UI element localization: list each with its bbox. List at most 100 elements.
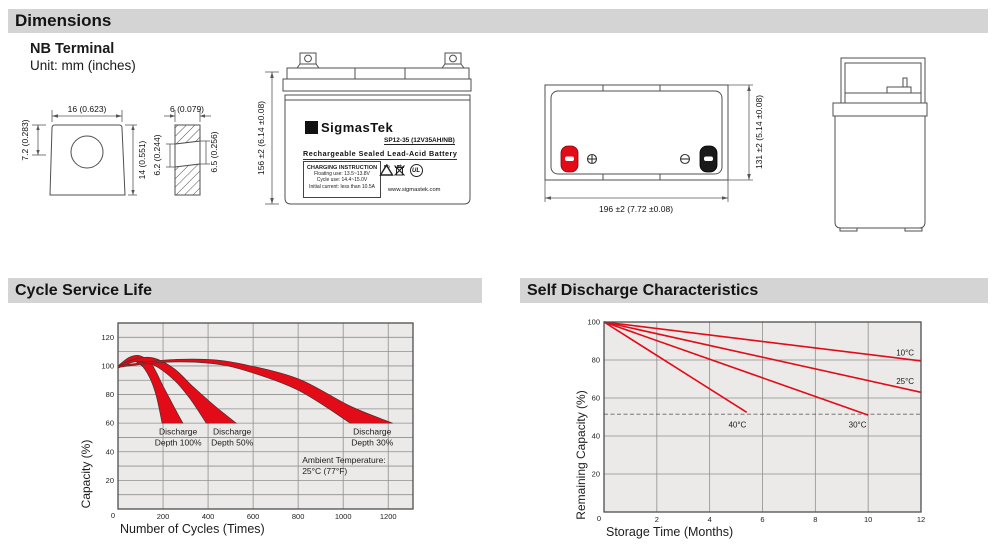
tick-label-x: 800 (292, 512, 305, 521)
front-terminal-posts (296, 52, 465, 69)
label-icons-row: Pb Pb UL (379, 163, 423, 177)
terminal-side-width-label: 6 (0.079) (170, 104, 204, 114)
battery-front-view: 156 ±2 (6.14 ±0.08) Σ SigmasTek SP12-35 … (256, 48, 480, 213)
band-area (117, 358, 393, 424)
terminal-hole (70, 135, 104, 169)
annotation: 25°C (77°F) (302, 466, 347, 476)
top-depth-label: 131 ±2 (5.14 ±0.08) (754, 95, 764, 169)
cycle-service-life-header: Cycle Service Life (8, 278, 482, 303)
tick-label-y: 60 (592, 394, 600, 403)
front-height-label: 156 ±2 (6.14 ±0.08) (256, 101, 266, 175)
tick-label-x: 2 (655, 515, 659, 524)
ul-mark-icon: UL (409, 164, 423, 177)
terminal-side-inner-label: 6.2 (0.244) (152, 134, 162, 175)
front-body-outline (282, 67, 472, 205)
tick-label-y: 80 (592, 356, 600, 365)
tick-label-y: 40 (106, 447, 114, 456)
terminal-front-height-dim (125, 124, 137, 196)
terminal-side-outer-dim (200, 140, 210, 165)
tick-label-x: 1000 (335, 512, 352, 521)
tick-label-y: 40 (592, 432, 600, 441)
cycle-service-life-chart: 0 200 400 600 800 1000 1200 20 40 60 80 100 120 Numbe… (79, 322, 414, 536)
tick-label-x: 10 (864, 515, 872, 524)
tick-label-x: 0 (111, 511, 115, 520)
negative-marker-icon (679, 153, 691, 165)
x-axis-title: Number of Cycles (Times) (120, 522, 265, 536)
charging-line-2: Cycle use: 14.4~15.0V (316, 177, 368, 184)
series-label: 30°C (849, 421, 867, 430)
nb-terminal-heading: NB Terminal (30, 41, 115, 57)
negative-terminal-slot (704, 156, 713, 161)
annotation: Discharge (213, 427, 252, 437)
terminal-front-width-label: 16 (0.623) (68, 104, 107, 114)
tick-label-y: 120 (101, 333, 114, 342)
series-label: 10°C (896, 348, 914, 357)
top-view-outline (544, 84, 729, 181)
self-discharge-header: Self Discharge Characteristics (520, 278, 988, 303)
charging-title: CHARGING INSTRUCTION (306, 165, 378, 171)
tick-label-y: 100 (587, 318, 600, 327)
front-height-dim (265, 71, 279, 205)
battery-front-drawing: 156 ±2 (6.14 ±0.08) (256, 52, 472, 205)
tick-label-x: 0 (597, 514, 601, 523)
annotation: Ambient Temperature: (302, 455, 385, 465)
annotation: Discharge (353, 427, 392, 437)
terminal-side-outer-label: 6.5 (0.256) (209, 131, 219, 172)
annotation: Discharge (159, 427, 198, 437)
tick-label-y: 100 (101, 361, 114, 370)
series-line (603, 321, 748, 413)
series-line (603, 321, 922, 394)
charging-line-3: Initial current: less than 10.5A (309, 183, 375, 190)
annotation: Depth 50% (211, 438, 253, 448)
plot-border (117, 322, 414, 510)
series-line (603, 321, 869, 416)
y-axis-title: Remaining Capacity (%) (574, 390, 588, 519)
series-label: 40°C (728, 421, 746, 430)
plot-border (603, 321, 922, 513)
tick-label-x: 600 (247, 512, 260, 521)
self-discharge-chart: 10°C 25°C 30°C 40°C 0 2 4 6 8 10 12 20 40 60 80 100 Stor… (574, 318, 925, 540)
top-depth-dim (728, 84, 753, 181)
terminal-drawing: 16 (0.623) 7.2 (0.283) 14 (0.551) 6 (0.0… (20, 104, 219, 196)
tick-label-x: 4 (708, 515, 712, 524)
tick-label-x: 1200 (380, 512, 397, 521)
brand-name: SigmasTek (321, 120, 394, 135)
pb-bin-icon: Pb (394, 164, 406, 176)
terminal-side-view (174, 124, 201, 196)
recycle-pb-icon: Pb (379, 163, 395, 176)
tick-label-y: 60 (106, 419, 114, 428)
terminal-front-face (49, 124, 126, 196)
battery-side-view (832, 57, 928, 232)
model-number: SP12-35 (12V35AH/NB) (384, 137, 455, 145)
unit-note: Unit: mm (inches) (30, 58, 136, 73)
x-axis-title: Storage Time (Months) (606, 525, 733, 539)
tick-label-x: 12 (917, 515, 925, 524)
top-width-label: 196 ±2 (7.72 ±0.08) (599, 204, 673, 214)
y-axis-title: Capacity (%) (79, 440, 93, 509)
brand-logo: Σ (305, 121, 318, 134)
terminal-front-upper-label: 7.2 (0.283) (20, 119, 30, 160)
charging-instruction-box: CHARGING INSTRUCTION Floating use: 13.5~… (303, 161, 381, 198)
website-url: www.sigmastek.com (388, 187, 441, 193)
series-label: 25°C (896, 377, 914, 386)
tick-label-y: 80 (106, 390, 114, 399)
positive-marker-icon (586, 153, 598, 165)
series-line (603, 321, 922, 362)
tick-label-x: 8 (813, 515, 817, 524)
tick-label-x: 200 (157, 512, 170, 521)
battery-top-view: 196 ±2 (7.72 ±0.08) 131 ±2 (5.14 ±0.08) (544, 84, 764, 214)
annotation: Depth 30% (351, 438, 393, 448)
tick-label-x: 6 (760, 515, 764, 524)
terminal-front-height-label: 14 (0.551) (137, 140, 147, 179)
side-view-outline (832, 57, 928, 232)
annotation: Depth 100% (155, 438, 202, 448)
terminal-side-inner-dim (166, 143, 175, 168)
charging-line-1: Floating use: 13.5~13.8V (314, 171, 370, 177)
top-width-dim (544, 180, 729, 202)
battery-type-line: Rechargeable Sealed Lead-Acid Battery (303, 149, 458, 160)
tick-label-x: 400 (202, 512, 215, 521)
band-area (117, 356, 238, 424)
tick-label-y: 20 (106, 476, 114, 485)
tick-label-y: 20 (592, 470, 600, 479)
